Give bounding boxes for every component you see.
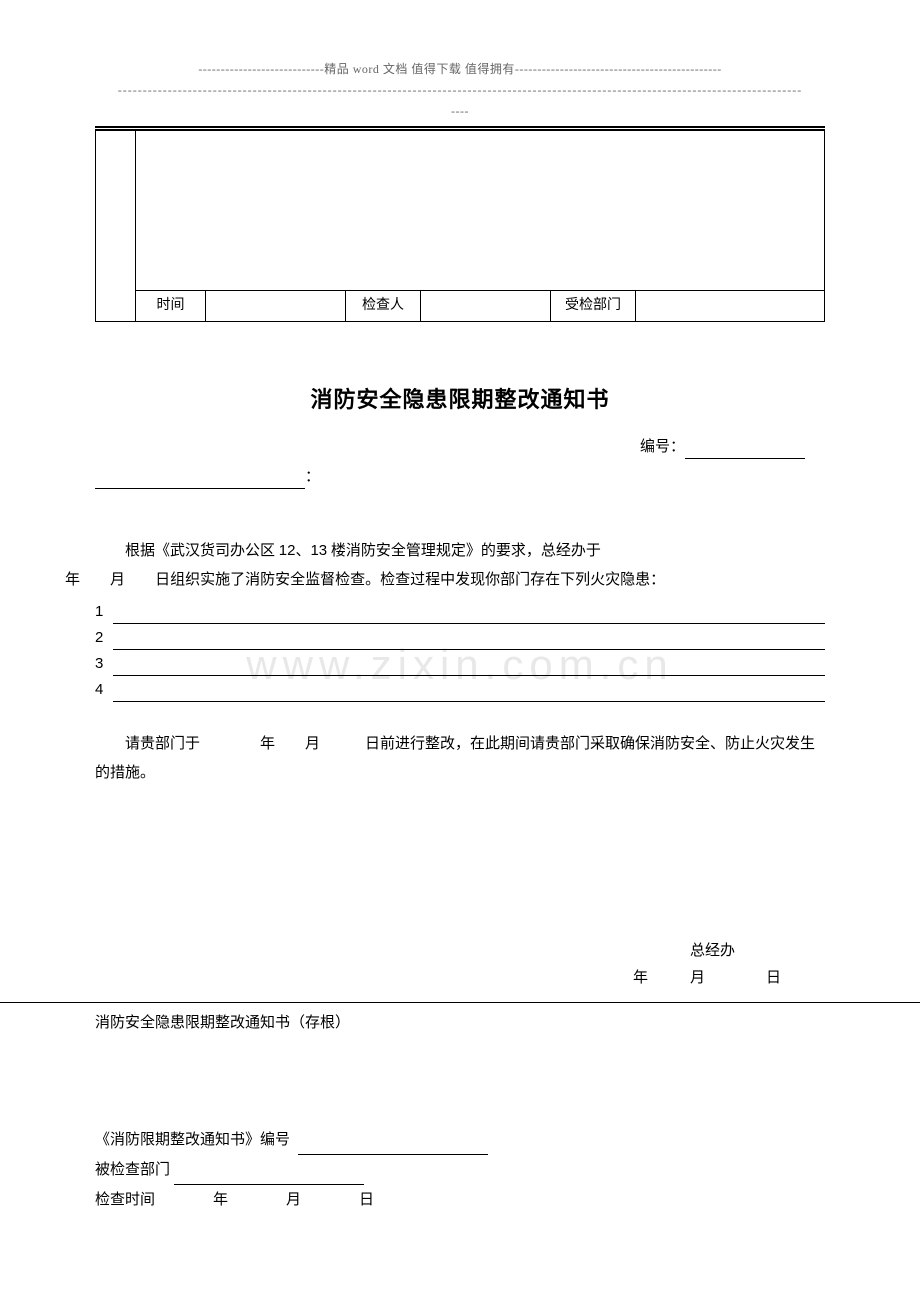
stub-title: 消防安全隐患限期整改通知书（存根） xyxy=(95,1011,825,1035)
stub-time-label: 检查时间 xyxy=(95,1192,155,1208)
header-credit-line-1: ----------------------------精品 word 文档 值… xyxy=(95,60,825,79)
addressee-colon: ： xyxy=(305,469,320,485)
signoff-org: 总经办 xyxy=(95,937,825,966)
stub-dept-label: 被检查部门 xyxy=(95,1162,170,1178)
table-main-area xyxy=(136,130,825,290)
table-value-time xyxy=(206,290,346,321)
serial-label: 编号： xyxy=(640,439,685,455)
stub-serial-blank xyxy=(298,1137,488,1155)
signoff-date: 年 月 日 xyxy=(95,966,825,990)
document-title: 消防安全隐患限期整改通知书 xyxy=(95,382,825,417)
hazard-item-4: 4 xyxy=(95,678,825,702)
stub-serial-line: 《消防限期整改通知书》编号 xyxy=(95,1125,825,1155)
stub-section: 《消防限期整改通知书》编号 被检查部门 检查时间 年 月 日 xyxy=(95,1125,825,1215)
hazard-num-2: 2 xyxy=(95,626,113,650)
divider-rule xyxy=(0,1002,920,1003)
para1-floors: 12、13 xyxy=(279,542,327,559)
table-label-inspector: 检查人 xyxy=(346,290,421,321)
table-value-department xyxy=(636,290,825,321)
stub-date-m: 月 xyxy=(286,1192,301,1208)
hazard-line-1 xyxy=(113,604,825,624)
stub-time-line: 检查时间 年 月 日 xyxy=(95,1185,825,1215)
stub-date-y: 年 xyxy=(213,1192,228,1208)
addressee-line: ： xyxy=(95,465,825,489)
hazard-line-3 xyxy=(113,656,825,676)
hazard-line-2 xyxy=(113,630,825,650)
addressee-blank xyxy=(95,488,305,489)
stub-dept-blank xyxy=(174,1167,364,1185)
hazard-list: 1 2 3 4 xyxy=(95,600,825,702)
table-label-department: 受检部门 xyxy=(551,290,636,321)
hazard-line-4 xyxy=(113,682,825,702)
serial-number-line: 编号： xyxy=(95,435,825,459)
para1-date-line: 年 月 日组织实施了消防安全监督检查。检查过程中发现你部门存在下列火灾隐患： xyxy=(65,572,665,588)
header-credit-line-3: ---- xyxy=(95,102,825,121)
table-left-stub xyxy=(96,130,136,321)
stub-date-d: 日 xyxy=(359,1192,374,1208)
hazard-item-3: 3 xyxy=(95,652,825,676)
header-credit-line-2: ----------------------------------------… xyxy=(95,81,825,100)
intro-paragraph: 根据《武汉货司办公区 12、13 楼消防安全管理规定》的要求，总经办于 年 月 … xyxy=(95,537,825,594)
hazard-num-1: 1 xyxy=(95,600,113,624)
hazard-item-1: 1 xyxy=(95,600,825,624)
table-value-inspector xyxy=(421,290,551,321)
hazard-num-4: 4 xyxy=(95,678,113,702)
para1-prefix: 根据《武汉货司办公区 xyxy=(125,543,279,559)
stub-serial-label: 《消防限期整改通知书》编号 xyxy=(95,1132,290,1148)
stub-dept-line: 被检查部门 xyxy=(95,1155,825,1185)
inspection-header-table: 时间 检查人 受检部门 xyxy=(95,130,825,322)
serial-blank xyxy=(685,458,805,459)
action-paragraph: 请贵部门于 年 月 日前进行整改，在此期间请贵部门采取确保消防安全、防止火灾发生… xyxy=(95,730,825,787)
para1-mid: 楼消防安全管理规定》的要求，总经办于 xyxy=(327,543,601,559)
hazard-item-2: 2 xyxy=(95,626,825,650)
table-label-time: 时间 xyxy=(136,290,206,321)
hazard-num-3: 3 xyxy=(95,652,113,676)
